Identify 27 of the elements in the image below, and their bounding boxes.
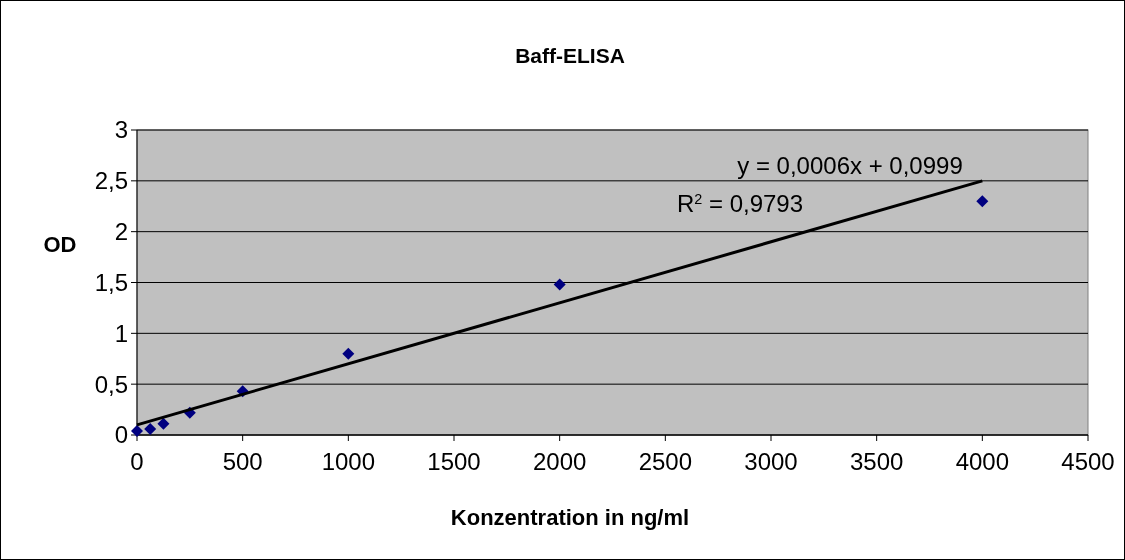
annotation: R$^{2}$ = 0,9793 — [676, 190, 804, 217]
x-tick-label: 4500 — [1061, 448, 1115, 475]
x-tick-label: 500 — [222, 448, 263, 475]
point — [342, 347, 355, 360]
point — [157, 417, 170, 430]
x-tick-label: 4000 — [955, 448, 1010, 475]
x-tick-label: 2000 — [532, 448, 587, 475]
y-tick-label: 2,5 — [94, 167, 128, 195]
point — [131, 424, 143, 437]
point — [553, 278, 566, 291]
y-tick-label: 3 — [114, 116, 128, 144]
x-tick-label: 3000 — [744, 448, 798, 475]
x-tick-label: 1000 — [321, 448, 376, 475]
x-axis-title: Konzentration in ng/ml — [450, 505, 690, 530]
point — [976, 195, 989, 208]
chart-title: Baff-ELISA — [515, 44, 625, 67]
y-tick-label: 0,5 — [94, 370, 128, 398]
y-tick-label: 2 — [114, 218, 128, 246]
y-tick-label: 0 — [114, 421, 128, 449]
point — [144, 422, 157, 435]
annotation: y = 0,0006x + 0,0999 — [737, 152, 963, 179]
y-tick-label: 1,5 — [94, 268, 128, 296]
y-tick-label: 1 — [114, 319, 128, 347]
x-tick-label: 3500 — [849, 448, 904, 475]
y-axis-title: OD — [43, 232, 77, 257]
x-tick-label: 1500 — [427, 448, 481, 475]
x-tick-label: 2500 — [638, 448, 693, 475]
